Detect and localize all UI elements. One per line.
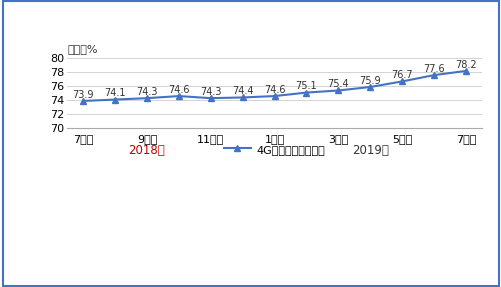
Text: 74.3: 74.3 — [199, 87, 221, 97]
Text: 74.6: 74.6 — [168, 85, 189, 95]
Legend: 4G移动用户总数占比: 4G移动用户总数占比 — [218, 139, 329, 159]
Text: 单位：%: 单位：% — [67, 44, 98, 54]
Text: 75.9: 75.9 — [359, 76, 380, 86]
Text: 2018年: 2018年 — [128, 144, 165, 157]
Text: 74.1: 74.1 — [104, 88, 126, 98]
Text: 77.6: 77.6 — [422, 64, 444, 74]
Text: 76.7: 76.7 — [391, 70, 412, 80]
Text: 73.9: 73.9 — [72, 90, 94, 100]
Text: 74.4: 74.4 — [231, 86, 253, 96]
Text: 75.1: 75.1 — [295, 81, 317, 91]
Text: 74.3: 74.3 — [136, 87, 157, 97]
Text: 2019年: 2019年 — [351, 144, 388, 157]
Text: 74.6: 74.6 — [264, 85, 285, 95]
Text: 75.4: 75.4 — [327, 79, 349, 89]
Text: 78.2: 78.2 — [454, 60, 476, 70]
